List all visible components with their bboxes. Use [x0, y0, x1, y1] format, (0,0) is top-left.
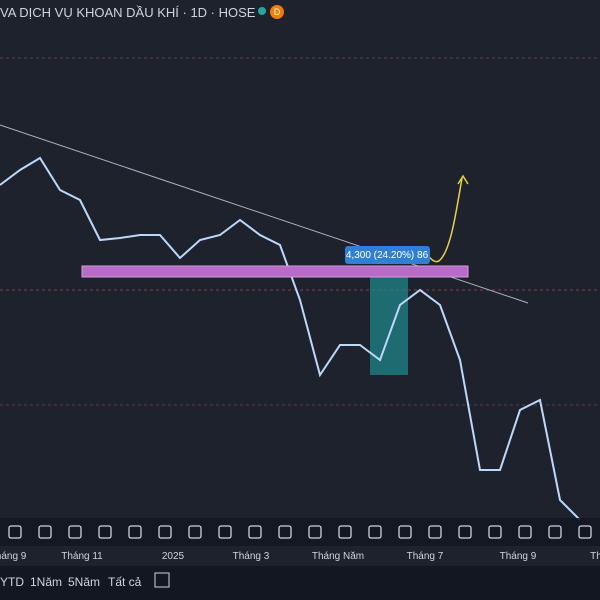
tool-icon[interactable] [188, 525, 202, 539]
x-axis-label: Tháng 9 [0, 551, 27, 562]
drawing-toolbar[interactable] [0, 518, 600, 546]
tool-icon[interactable] [158, 525, 172, 539]
x-axis-label: Tháng 11 [61, 551, 103, 562]
x-axis-label: 2025 [162, 551, 185, 562]
status-dot [258, 7, 266, 15]
annotation: 4,300 (24.20%) 86 [346, 250, 429, 261]
arrow-head [457, 174, 469, 185]
range-button[interactable]: YTD [0, 575, 24, 589]
x-axis-label: Th [590, 551, 600, 562]
tool-icon[interactable] [548, 525, 562, 539]
tool-icon[interactable] [98, 525, 112, 539]
bottom-bar [0, 566, 600, 600]
x-axis-label: Tháng Năm [312, 551, 364, 562]
tool-icon[interactable] [488, 525, 502, 539]
tool-icon[interactable] [218, 525, 232, 539]
range-button[interactable]: 5Năm [68, 575, 101, 589]
measure-box [370, 273, 408, 375]
tool-icon[interactable] [338, 525, 352, 539]
symbol-title: VA DỊCH VỤ KHOAN DẦU KHÍ · 1D · HOSE [0, 5, 256, 20]
tool-icon[interactable] [578, 525, 592, 539]
x-axis-label: Tháng 7 [407, 551, 444, 562]
tool-icon[interactable] [128, 525, 142, 539]
tool-icon[interactable] [38, 525, 52, 539]
tool-icon[interactable] [458, 525, 472, 539]
badge: D [270, 5, 284, 19]
tool-icon[interactable] [368, 525, 382, 539]
tool-icon[interactable] [308, 525, 322, 539]
annotation-box [345, 246, 430, 264]
tool-icon[interactable] [68, 525, 82, 539]
x-axis-label: Tháng 3 [233, 551, 270, 562]
tool-icon[interactable] [428, 525, 442, 539]
support-zone [81, 265, 469, 278]
range-button[interactable]: 1Năm [30, 575, 63, 589]
range-button[interactable]: Tất cả [108, 575, 142, 589]
tool-icon[interactable] [518, 525, 532, 539]
tool-icon[interactable] [278, 525, 292, 539]
calendar-icon[interactable] [154, 572, 170, 588]
x-axis-label: Tháng 9 [500, 551, 537, 562]
tool-icon[interactable] [8, 525, 22, 539]
tool-icon[interactable] [248, 525, 262, 539]
tool-icon[interactable] [398, 525, 412, 539]
